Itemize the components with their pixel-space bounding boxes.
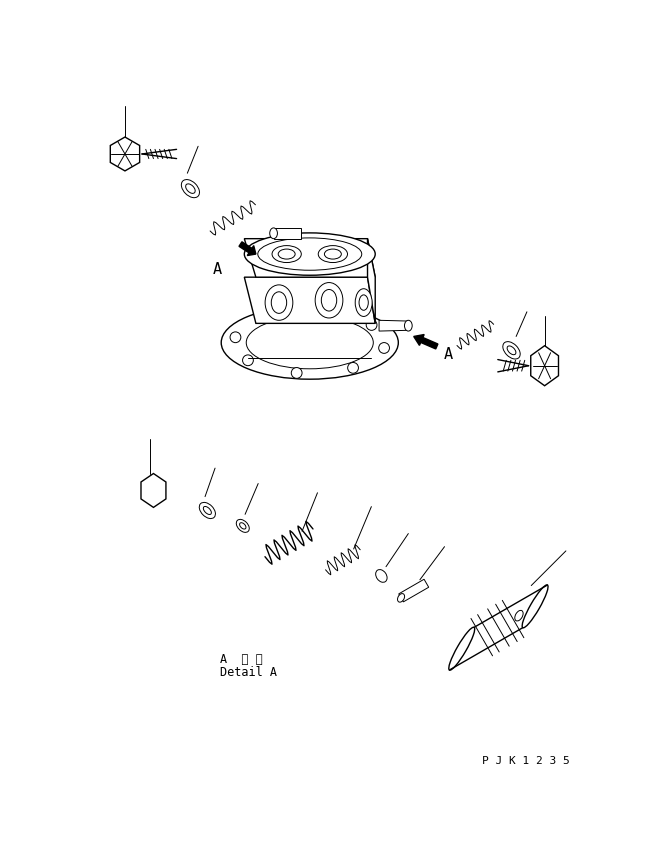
Text: Detail A: Detail A (220, 666, 277, 679)
Polygon shape (379, 320, 408, 331)
Polygon shape (399, 579, 429, 602)
Polygon shape (110, 137, 139, 171)
Polygon shape (141, 474, 166, 507)
Circle shape (292, 367, 302, 378)
Text: A  詳 細: A 詳 細 (220, 653, 262, 666)
Ellipse shape (272, 292, 286, 313)
Circle shape (378, 343, 389, 353)
Ellipse shape (240, 523, 246, 529)
Polygon shape (531, 346, 559, 385)
Ellipse shape (246, 316, 373, 369)
Ellipse shape (200, 502, 215, 519)
Text: P J K 1 2 3 5: P J K 1 2 3 5 (481, 756, 569, 766)
Ellipse shape (186, 184, 195, 193)
Ellipse shape (258, 238, 362, 270)
Polygon shape (244, 277, 375, 323)
Ellipse shape (265, 285, 293, 320)
Ellipse shape (522, 585, 548, 628)
Ellipse shape (221, 306, 399, 379)
Text: A: A (444, 346, 453, 362)
Circle shape (348, 363, 358, 373)
Ellipse shape (507, 346, 516, 355)
Ellipse shape (355, 288, 372, 316)
Ellipse shape (397, 593, 404, 602)
Ellipse shape (318, 246, 347, 262)
Ellipse shape (404, 320, 412, 331)
Ellipse shape (321, 289, 337, 311)
Circle shape (242, 355, 253, 365)
Ellipse shape (270, 228, 277, 239)
Circle shape (230, 332, 241, 343)
Ellipse shape (181, 179, 200, 197)
Circle shape (366, 320, 377, 330)
Polygon shape (367, 239, 375, 323)
Ellipse shape (325, 249, 341, 259)
Ellipse shape (203, 507, 211, 514)
Polygon shape (273, 228, 301, 239)
Circle shape (318, 307, 329, 318)
FancyArrow shape (239, 242, 256, 255)
Ellipse shape (244, 233, 375, 275)
Ellipse shape (278, 249, 295, 259)
Ellipse shape (376, 570, 387, 582)
FancyArrow shape (413, 334, 438, 349)
Circle shape (261, 312, 272, 323)
Ellipse shape (237, 520, 249, 533)
Ellipse shape (515, 611, 523, 621)
Ellipse shape (359, 295, 368, 310)
Ellipse shape (315, 282, 343, 318)
Ellipse shape (503, 341, 520, 359)
Ellipse shape (272, 246, 301, 262)
Ellipse shape (449, 627, 475, 670)
Polygon shape (244, 239, 375, 277)
Text: A: A (213, 262, 222, 277)
